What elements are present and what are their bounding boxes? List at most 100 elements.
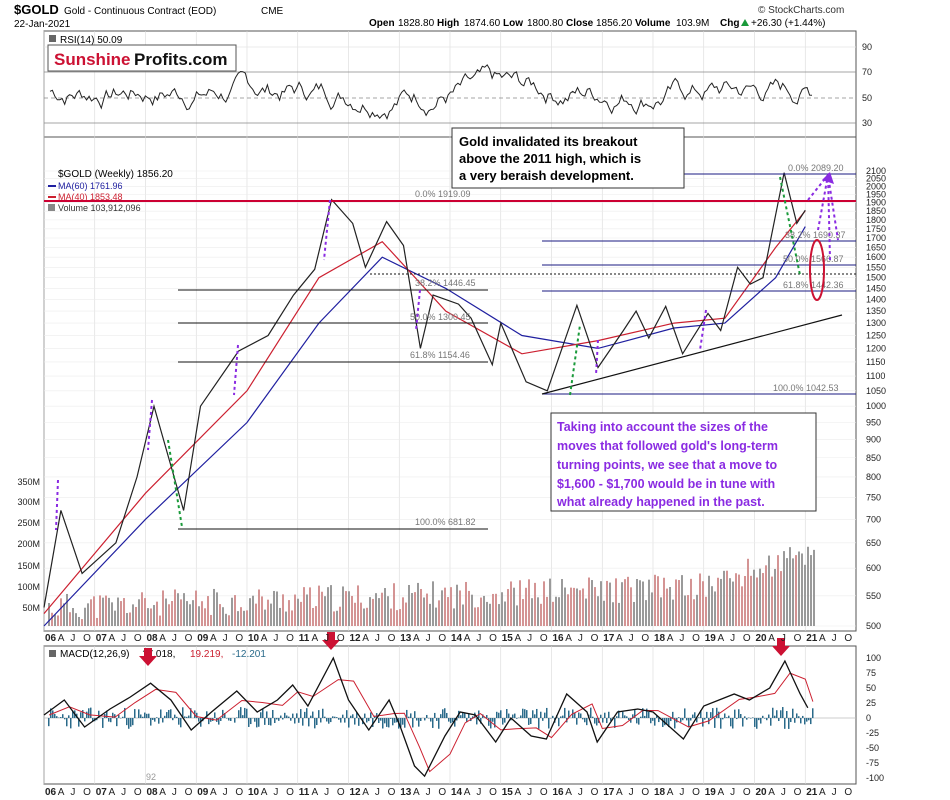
histogram-bar [552, 715, 554, 718]
price-tick-label: 600 [866, 563, 881, 573]
price-tick-label: 1250 [866, 330, 886, 340]
histogram-bar [622, 711, 624, 718]
price-tick-label: 1450 [866, 283, 886, 293]
histogram-bar [642, 708, 644, 718]
volume-bar [135, 606, 137, 626]
volume-bar [84, 607, 86, 626]
volume-bar [60, 598, 62, 626]
fib-label-50: 50.0% 1300.45 [410, 312, 471, 322]
volume-bar [459, 590, 461, 626]
histogram-bar [48, 718, 50, 727]
histogram-bar [286, 715, 288, 718]
histogram-bar [808, 718, 810, 721]
histogram-bar [498, 712, 500, 718]
macd-tick-label: 75 [866, 668, 876, 678]
histogram-bar [580, 713, 582, 718]
volume-bar [225, 613, 227, 626]
x-tick-label: J [578, 633, 583, 644]
histogram-bar [60, 717, 62, 718]
volume-bar [720, 578, 722, 626]
histogram-bar [230, 718, 232, 721]
price-tick-label: 850 [866, 453, 881, 463]
target-ellipse [809, 239, 825, 301]
volume-bar [120, 601, 122, 626]
volume-bar [414, 592, 416, 626]
annotation-target-line3: turning points, we see that a move to [557, 458, 778, 472]
red-arrow-2008-icon [139, 648, 157, 666]
price-tick-label: 1200 [866, 343, 886, 353]
macd-tick-label: 50 [866, 683, 876, 693]
x-tick-label: J [832, 787, 837, 798]
x-tick-label: A [311, 787, 318, 798]
x-tick-label: 06 [45, 787, 57, 798]
volume-bar [621, 582, 623, 626]
x-tick-label: J [273, 787, 278, 798]
volume-bar [432, 581, 434, 626]
histogram-bar [322, 708, 324, 718]
rsi-label-icon [49, 35, 56, 42]
histogram-bar [288, 716, 290, 718]
volume-bar [498, 604, 500, 626]
volume-bar [753, 569, 755, 626]
volume-bar [441, 590, 443, 626]
x-tick-label: O [641, 633, 649, 644]
histogram-bar [448, 718, 450, 722]
volume-bar [768, 555, 770, 626]
histogram-bar [234, 718, 236, 723]
volume-bar [729, 578, 731, 626]
volume-bar [276, 591, 278, 626]
price-tick-label: 1750 [866, 224, 886, 234]
volume-bar [69, 612, 71, 626]
histogram-bar [732, 718, 734, 729]
x-tick-label: O [337, 633, 345, 644]
volume-bar [399, 609, 401, 626]
histogram-bar [800, 718, 802, 724]
histogram-bar [378, 718, 380, 724]
histogram-bar [264, 718, 266, 725]
logo-box [47, 44, 237, 72]
histogram-bar [400, 718, 402, 728]
x-tick-label: O [337, 787, 345, 798]
volume-legend: Volume 103,912,096 [58, 203, 141, 213]
x-tick-label: 14 [451, 633, 463, 644]
histogram-bar [496, 711, 498, 718]
x-tick-label: O [794, 633, 802, 644]
histogram-bar [310, 715, 312, 718]
histogram-bar [780, 710, 782, 718]
volume-bar [189, 604, 191, 626]
volume-bar [546, 596, 548, 626]
volume-bar [186, 601, 188, 626]
volume-bar [609, 582, 611, 626]
histogram-bar [456, 718, 458, 721]
histogram-bar [644, 715, 646, 718]
volume-bar [654, 574, 656, 626]
price-tick-label: 2000 [866, 181, 886, 191]
volume-bar [558, 597, 560, 626]
histogram-bar [418, 718, 420, 727]
histogram-bar [596, 718, 598, 726]
volume-bar [504, 601, 506, 626]
histogram-bar [628, 718, 630, 721]
histogram-bar [682, 718, 684, 721]
volume-bar [522, 599, 524, 626]
histogram-bar [50, 708, 52, 718]
histogram-bar [366, 718, 368, 723]
histogram-bar [504, 718, 506, 723]
volume-bar [162, 590, 164, 626]
x-tick-label: J [832, 633, 837, 644]
volume-bar [468, 590, 470, 626]
volume-bar [588, 577, 590, 626]
histogram-bar [500, 710, 502, 718]
volume-bar [705, 596, 707, 626]
histogram-bar [404, 718, 406, 728]
chart-exchange: CME [261, 6, 284, 17]
volume-bar [591, 580, 593, 626]
volume-bar [612, 602, 614, 626]
histogram-bar [608, 711, 610, 718]
histogram-bar [442, 709, 444, 718]
macd-value-1: 17.018, [142, 649, 175, 660]
chart-date: 22-Jan-2021 [14, 19, 71, 30]
histogram-bar [340, 718, 342, 723]
histogram-bar [444, 708, 446, 718]
histogram-bar [516, 718, 518, 719]
